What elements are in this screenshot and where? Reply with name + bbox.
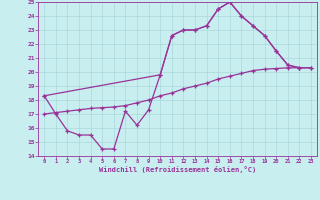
X-axis label: Windchill (Refroidissement éolien,°C): Windchill (Refroidissement éolien,°C) [99, 166, 256, 173]
